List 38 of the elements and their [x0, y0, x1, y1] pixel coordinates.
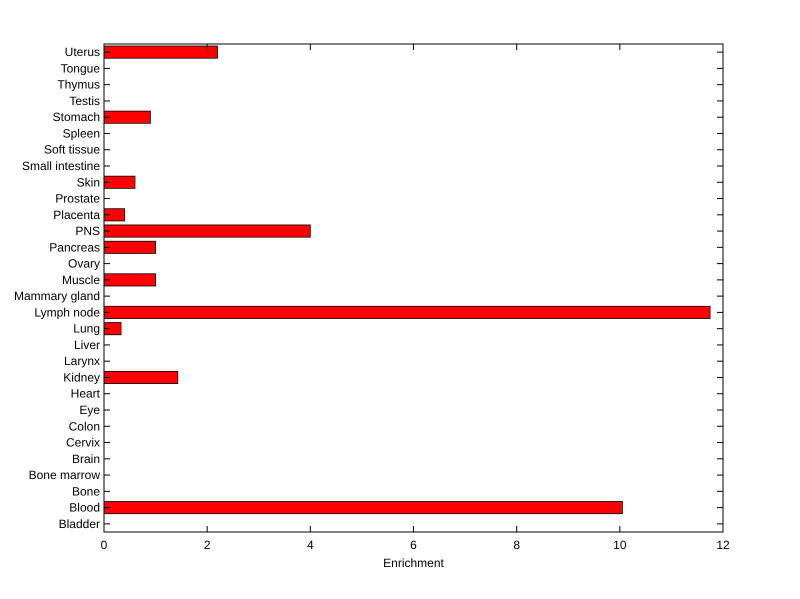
y-tick-label: Stomach: [52, 110, 100, 124]
y-tick-label: Spleen: [62, 126, 100, 140]
y-tick-label: PNS: [75, 224, 100, 238]
y-tick-label: Prostate: [55, 192, 100, 206]
y-tick-label: Skin: [76, 175, 100, 190]
y-tick-label: Larynx: [64, 354, 100, 368]
x-tick-label: 12: [716, 538, 730, 552]
y-tick-label: Mammary gland: [14, 289, 100, 304]
y-tick-label: Testis: [69, 94, 100, 108]
x-tick-label: 0: [100, 538, 108, 552]
y-tick-label: Lymph node: [34, 305, 100, 320]
y-tick-label: Ovary: [68, 256, 100, 271]
y-tick-label: Small intestine: [22, 159, 100, 173]
y-tick-label: Cervix: [66, 436, 100, 450]
y-tick-label: Bone: [72, 484, 100, 498]
y-tick-label: Eye: [79, 403, 100, 417]
x-tick-label: 8: [513, 538, 520, 552]
x-axis-title: Enrichment: [383, 556, 445, 570]
y-tick-label: Uterus: [64, 45, 100, 60]
y-tick-label: Pancreas: [49, 240, 100, 254]
y-tick-label: Soft tissue: [44, 142, 100, 157]
y-tick-label: Bladder: [58, 516, 100, 531]
y-tick-label: Thymus: [57, 78, 100, 92]
y-tick-label: Muscle: [62, 272, 100, 287]
y-tick-label: Blood: [69, 500, 100, 515]
x-tick-label: 10: [613, 538, 627, 552]
x-tick-label: 6: [410, 538, 418, 552]
y-tick-label: Lung: [73, 322, 100, 336]
x-tick-label: 2: [204, 538, 211, 552]
y-tick-label: Tongue: [60, 61, 100, 76]
y-tick-label: Colon: [68, 419, 100, 434]
y-tick-label: Bone marrow: [28, 468, 100, 482]
y-tick-label: Heart: [70, 386, 101, 401]
y-tick-label: Liver: [74, 338, 100, 352]
y-tick-label: Kidney: [63, 370, 100, 384]
x-tick-label: 4: [306, 538, 314, 552]
y-tick-label: Placenta: [53, 208, 100, 222]
y-tick-label: Brain: [72, 452, 100, 466]
